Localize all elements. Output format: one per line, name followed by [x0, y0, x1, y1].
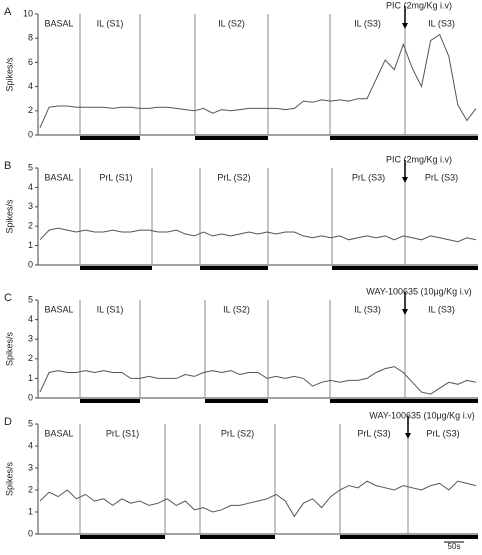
panel-label: B — [4, 160, 11, 172]
segment-label: PrL (S2) — [217, 172, 250, 182]
y-tick-label: 5 — [28, 294, 33, 304]
arrow-head — [402, 309, 408, 315]
stimulation-bar — [330, 399, 405, 403]
stimulation-bar — [405, 399, 478, 403]
y-tick-label: 6 — [28, 57, 33, 67]
y-tick-label: 0 — [28, 392, 33, 402]
stimulation-bar — [195, 136, 268, 140]
stimulation-bar — [80, 136, 140, 140]
segment-label: IL (S3) — [354, 18, 381, 28]
segment-label: PrL (S3) — [425, 172, 458, 182]
y-tick-label: 2 — [28, 484, 33, 494]
y-tick-label: 2 — [28, 221, 33, 231]
y-tick-label: 3 — [28, 201, 33, 211]
segment-label: BASAL — [44, 172, 73, 182]
y-axis-label: Spikes/s — [4, 331, 14, 366]
stimulation-bar — [405, 136, 478, 140]
y-axis-label: Spikes/s — [4, 199, 14, 234]
stimulation-bar — [332, 266, 405, 270]
panel-label: A — [4, 6, 12, 18]
y-tick-label: 2 — [28, 105, 33, 115]
trace — [39, 480, 477, 518]
arrow-head — [402, 177, 408, 183]
segment-label: PrL (S3) — [426, 428, 459, 438]
y-tick-label: 2 — [28, 353, 33, 363]
segment-label: BASAL — [44, 304, 73, 314]
segment-label: PrL (S1) — [106, 428, 139, 438]
stimulation-bar — [205, 399, 268, 403]
segment-label: PrL (S1) — [99, 172, 132, 182]
y-tick-label: 3 — [28, 462, 33, 472]
y-tick-label: 1 — [28, 373, 33, 383]
arrow-head — [405, 433, 411, 439]
arrow-head — [402, 23, 408, 29]
segment-label: PrL (S3) — [357, 428, 390, 438]
scale-bar-label: 50s — [448, 542, 461, 550]
stimulation-bar — [200, 266, 268, 270]
stimulation-bar — [405, 266, 478, 270]
annotation: PIC (2mg/Kg i.v) — [386, 154, 452, 164]
annotation: PIC (2mg/Kg i.v) — [386, 0, 452, 10]
segment-label: IL (S3) — [428, 304, 455, 314]
segment-label: IL (S2) — [218, 18, 245, 28]
segment-label: IL (S2) — [223, 304, 250, 314]
stimulation-bar — [330, 136, 405, 140]
segment-label: IL (S3) — [354, 304, 381, 314]
y-tick-label: 3 — [28, 334, 33, 344]
y-tick-label: 5 — [28, 418, 33, 428]
y-tick-label: 0 — [28, 259, 33, 269]
y-tick-label: 8 — [28, 33, 33, 43]
y-tick-label: 0 — [28, 528, 33, 538]
segment-label: BASAL — [44, 18, 73, 28]
segment-label: BASAL — [44, 428, 73, 438]
trace — [39, 33, 477, 128]
y-tick-label: 1 — [28, 506, 33, 516]
stimulation-bar — [340, 535, 408, 539]
y-tick-label: 5 — [28, 162, 33, 172]
annotation: WAY-100635 (10μg/Kg i.v) — [369, 410, 474, 420]
segment-label: IL (S1) — [97, 18, 124, 28]
y-tick-label: 10 — [23, 8, 33, 18]
y-axis-label: Spikes/s — [4, 461, 14, 496]
trace — [39, 366, 477, 395]
segment-label: IL (S3) — [428, 18, 455, 28]
y-tick-label: 4 — [28, 182, 33, 192]
annotation: WAY-100635 (10μg/Kg i.v) — [366, 286, 471, 296]
panel-label: D — [4, 416, 12, 428]
y-tick-label: 4 — [28, 81, 33, 91]
y-tick-label: 1 — [28, 240, 33, 250]
stimulation-bar — [80, 535, 165, 539]
stimulation-bar — [80, 399, 140, 403]
y-tick-label: 4 — [28, 440, 33, 450]
y-tick-label: 4 — [28, 314, 33, 324]
segment-label: PrL (S2) — [221, 428, 254, 438]
stimulation-bar — [80, 266, 152, 270]
y-tick-label: 0 — [28, 129, 33, 139]
trace — [39, 227, 477, 243]
panel-label: C — [4, 292, 12, 304]
segment-label: IL (S1) — [97, 304, 124, 314]
y-axis-label: Spikes/s — [4, 57, 14, 92]
segment-label: PrL (S3) — [352, 172, 385, 182]
stimulation-bar — [200, 535, 275, 539]
stimulation-bar — [408, 535, 478, 539]
